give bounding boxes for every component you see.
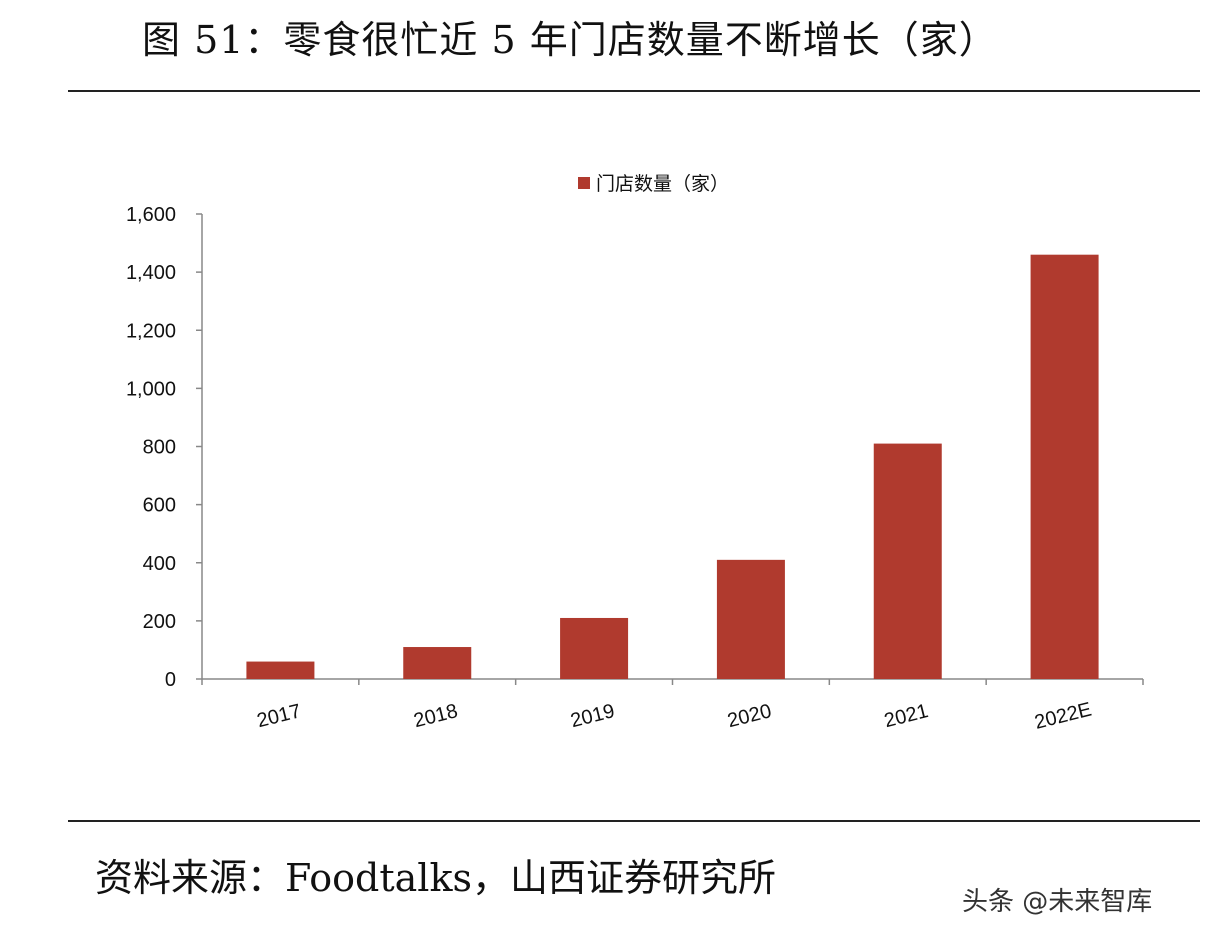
figure-title: 图 51：零食很忙近 5 年门店数量不断增长（家） bbox=[142, 18, 998, 62]
x-tick-label: 2019 bbox=[568, 700, 617, 732]
top-rule bbox=[68, 90, 1200, 92]
y-tick-label: 1,600 bbox=[126, 204, 176, 226]
bar-2020 bbox=[716, 559, 785, 679]
legend-swatch bbox=[578, 177, 590, 189]
y-tick-label: 1,000 bbox=[126, 378, 176, 400]
source-note: 资料来源：Foodtalks，山西证券研究所 bbox=[95, 856, 776, 900]
bar-2019 bbox=[560, 617, 629, 679]
x-tick-label: 2018 bbox=[412, 700, 461, 732]
x-axis: 2017 2018 2019 2020 2021 2022E bbox=[201, 678, 1144, 734]
x-tick-label: 2017 bbox=[255, 700, 304, 732]
bottom-rule bbox=[68, 820, 1200, 822]
bar-2018 bbox=[403, 647, 472, 679]
x-tick-label: 2020 bbox=[725, 700, 774, 732]
y-axis: 0 200 400 600 800 1,000 1,200 1,400 1,600 bbox=[126, 204, 203, 691]
x-tick-label: 2021 bbox=[882, 700, 931, 732]
x-tick-label: 2022E bbox=[1032, 699, 1093, 734]
watermark: 头条 @未来智库 bbox=[962, 887, 1153, 917]
y-tick-label: 600 bbox=[143, 495, 176, 517]
y-tick-label: 0 bbox=[165, 669, 176, 691]
y-tick-label: 800 bbox=[143, 437, 176, 459]
y-tick-label: 1,200 bbox=[126, 320, 176, 342]
bar-2022E bbox=[1030, 254, 1099, 679]
bar-2021 bbox=[873, 443, 942, 679]
y-tick-label: 1,400 bbox=[126, 262, 176, 284]
legend: 门店数量（家） bbox=[578, 173, 729, 195]
bars bbox=[246, 254, 1099, 679]
legend-label: 门店数量（家） bbox=[596, 173, 729, 195]
y-tick-label: 400 bbox=[143, 553, 176, 575]
y-tick-label: 200 bbox=[143, 611, 176, 633]
bar-2017 bbox=[246, 661, 315, 679]
